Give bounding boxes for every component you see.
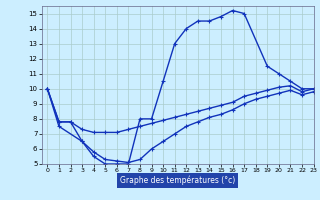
X-axis label: Graphe des températures (°c): Graphe des températures (°c) [120,176,235,185]
